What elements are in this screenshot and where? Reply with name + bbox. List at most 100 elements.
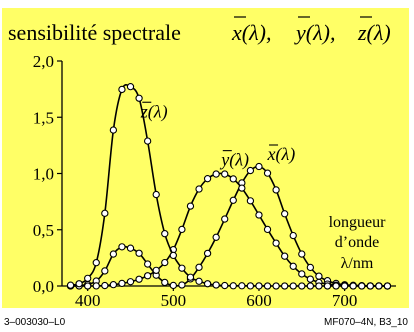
- data-point: [101, 209, 109, 217]
- data-point: [212, 170, 220, 178]
- data-point: [375, 282, 383, 290]
- data-point: [383, 282, 392, 290]
- series-2: [66, 83, 392, 290]
- data-point: [263, 282, 272, 290]
- data-point: [323, 282, 332, 290]
- data-point: [135, 249, 143, 257]
- data-point: [118, 85, 126, 94]
- data-point: [109, 250, 118, 258]
- data-point: [161, 278, 169, 287]
- data-point: [203, 175, 212, 183]
- chart-title-text: sensibilité spectrale: [8, 20, 181, 45]
- footer-right: MF070–4N, B3_10: [324, 317, 408, 328]
- data-point: [101, 267, 109, 275]
- data-point: [84, 282, 92, 290]
- data-point: [281, 252, 289, 260]
- data-point: [289, 282, 297, 290]
- data-point: [118, 279, 126, 288]
- y-tick-label: 2,0: [33, 52, 54, 71]
- data-point: [263, 225, 272, 234]
- data-point: [263, 169, 272, 177]
- title-symbol-z: z(λ): [357, 20, 391, 45]
- data-point: [152, 266, 160, 275]
- data-point: [246, 197, 255, 205]
- data-point: [340, 282, 349, 290]
- data-point: [272, 186, 280, 194]
- title-symbol-x: x(λ),: [231, 20, 271, 45]
- data-point: [109, 280, 118, 289]
- data-point: [298, 270, 306, 278]
- data-point: [143, 137, 152, 145]
- chart-title: sensibilité spectrale x(λ), y(λ), z(λ): [8, 16, 391, 45]
- data-point: [298, 250, 306, 258]
- data-point: [238, 282, 246, 290]
- y-tick-label: 0,5: [33, 221, 54, 240]
- data-point: [135, 94, 143, 102]
- data-point: [169, 251, 177, 260]
- data-point: [195, 277, 203, 285]
- data-point: [135, 275, 143, 283]
- data-point: [212, 281, 220, 289]
- data-point: [315, 282, 323, 290]
- series-label: z(λ): [140, 101, 168, 122]
- x-tick-label: 500: [161, 291, 187, 310]
- data-point: [255, 211, 263, 219]
- data-point: [161, 230, 169, 238]
- data-point: [178, 264, 186, 272]
- data-point: [143, 260, 152, 268]
- data-point: [306, 282, 315, 290]
- data-point: [152, 190, 160, 199]
- data-point: [315, 272, 323, 280]
- data-point: [126, 83, 135, 91]
- data-point: [212, 233, 220, 241]
- data-point: [101, 281, 109, 290]
- data-point: [178, 281, 186, 289]
- axis-label-line-3: λ/nm: [341, 255, 374, 272]
- title-symbol-y: y(λ),: [294, 20, 335, 45]
- data-point: [281, 210, 289, 218]
- data-point: [255, 162, 263, 171]
- data-point: [186, 202, 195, 210]
- data-point: [229, 175, 237, 183]
- data-point: [195, 263, 203, 271]
- data-point: [92, 282, 100, 290]
- data-point: [349, 282, 357, 290]
- data-point: [126, 278, 135, 286]
- axes: 0,0 0,5 1,0 1,5 2,0 400 500 600 700: [33, 52, 396, 310]
- data-point: [289, 231, 297, 240]
- data-point: [169, 281, 177, 290]
- data-point: [221, 281, 229, 290]
- data-point: [75, 280, 83, 288]
- data-point: [229, 282, 237, 290]
- data-point: [92, 259, 100, 267]
- x-tick-label: 400: [75, 291, 101, 310]
- data-point: [289, 262, 297, 270]
- data-point: [238, 184, 246, 192]
- data-point: [203, 249, 212, 258]
- data-point: [306, 263, 315, 272]
- axis-label: longueur d’onde λ/nm: [329, 214, 387, 272]
- axis-label-line-1: longueur: [329, 214, 387, 231]
- data-point: [272, 282, 280, 290]
- data-point: [186, 273, 195, 281]
- data-point: [332, 282, 340, 290]
- data-point: [306, 275, 315, 283]
- series-label: y(λ): [219, 150, 249, 171]
- data-point: [221, 215, 229, 223]
- data-point: [281, 282, 289, 290]
- y-tick-label: 1,5: [33, 108, 54, 127]
- data-point: [246, 282, 255, 290]
- data-point: [272, 239, 280, 247]
- data-point: [126, 244, 135, 252]
- data-point: [66, 281, 75, 289]
- axis-label-line-2: d’onde: [335, 234, 379, 251]
- footer-left: 3–003030–L0: [4, 317, 66, 328]
- data-point: [246, 166, 255, 175]
- series-labels: z(λ) y(λ) x(λ): [140, 101, 296, 170]
- data-point: [178, 225, 186, 234]
- x-tick-label: 700: [332, 291, 358, 310]
- data-point: [118, 243, 126, 251]
- data-point: [298, 282, 306, 290]
- data-point: [255, 282, 263, 290]
